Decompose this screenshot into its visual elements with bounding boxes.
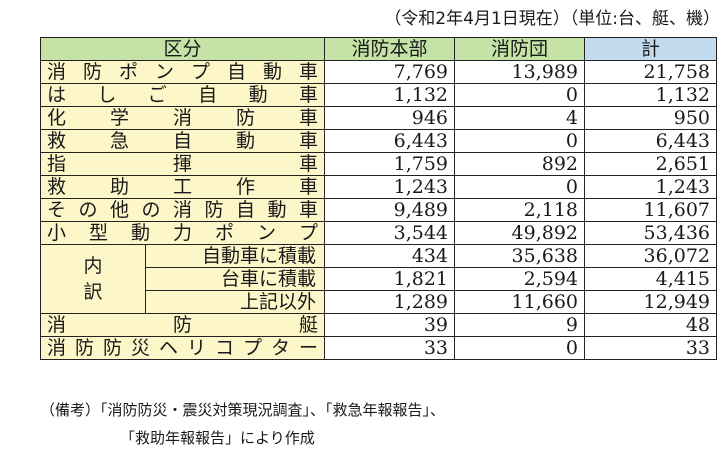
cell-fire-dept: 946 <box>324 106 456 130</box>
row-label-text: その他の消防自動車 <box>47 199 319 221</box>
cell-volunteer-corps: 49,892 <box>454 221 586 245</box>
cell-total: 36,072 <box>584 244 718 268</box>
note-line-1: （備考）「消防防災・震災対策現況調査」、「救急年報報告」、 <box>40 401 446 419</box>
cell-fire-dept: 1,821 <box>324 267 456 291</box>
cell-total: 48 <box>584 313 718 337</box>
cell-total: 21,758 <box>584 60 718 84</box>
cell-total: 4,415 <box>584 267 718 291</box>
cell-volunteer-corps: 0 <box>454 175 586 199</box>
row-label: 救急自動車 <box>39 129 326 153</box>
table-row: 小型動力ポンプ 3,544 49,892 53,436 <box>39 221 718 245</box>
breakdown-row-label: 台車に積載 <box>144 267 326 291</box>
cell-volunteer-corps: 0 <box>454 83 586 107</box>
row-label: その他の消防自動車 <box>39 198 326 222</box>
cell-fire-dept: 1,132 <box>324 83 456 107</box>
cell-fire-dept: 1,243 <box>324 175 456 199</box>
row-label-text: はしご自動車 <box>47 84 318 106</box>
row-label: はしご自動車 <box>39 83 326 107</box>
cell-fire-dept: 1,289 <box>324 290 456 314</box>
table-row-breakdown: 内訳自動車に積載 434 35,638 36,072 <box>40 244 718 314</box>
cell-volunteer-corps: 13,989 <box>454 60 586 84</box>
cell-total: 53,436 <box>584 221 718 245</box>
cell-total: 1,243 <box>584 175 718 199</box>
row-label-text: 指揮車 <box>47 153 319 175</box>
cell-total: 950 <box>584 106 718 130</box>
row-label: 消防艇 <box>39 313 326 337</box>
cell-volunteer-corps: 4 <box>454 106 586 130</box>
header-row: 区分 消防本部 消防団 計 <box>39 37 718 61</box>
breakdown-row-label: 上記以外 <box>144 290 326 314</box>
cell-fire-dept: 39 <box>324 313 456 337</box>
row-label: 救助工作車 <box>39 175 326 199</box>
cell-volunteer-corps: 9 <box>454 313 586 337</box>
header-fire-dept: 消防本部 <box>324 37 456 61</box>
cell-volunteer-corps: 2,594 <box>454 267 586 291</box>
table-row: 指揮車 1,759 892 2,651 <box>39 152 718 176</box>
row-label-text: 消防防災ヘリコプター <box>47 337 319 359</box>
row-label: 消防防災ヘリコプター <box>39 336 326 360</box>
cell-volunteer-corps: 0 <box>454 336 586 360</box>
row-label: 指揮車 <box>39 152 326 176</box>
cell-total: 33 <box>584 336 718 360</box>
cell-total: 2,651 <box>584 152 718 176</box>
cell-fire-dept: 3,544 <box>324 221 456 245</box>
cell-volunteer-corps: 0 <box>454 129 586 153</box>
table-row: 消防艇 39 9 48 <box>39 313 718 337</box>
row-label-text: 消防ポンプ自動車 <box>47 61 319 83</box>
cell-fire-dept: 434 <box>324 244 456 268</box>
cell-fire-dept: 7,769 <box>324 60 456 84</box>
header-total: 計 <box>584 37 718 61</box>
breakdown-row-label: 自動車に積載 <box>144 244 326 268</box>
row-label: 化学消防車 <box>39 106 326 130</box>
breakdown-group-label: 内訳 <box>40 244 146 314</box>
table-row: 化学消防車 946 4 950 <box>39 106 718 130</box>
cell-fire-dept: 1,759 <box>324 152 456 176</box>
table-row: はしご自動車 1,132 0 1,132 <box>39 83 718 107</box>
table-row: 消防防災ヘリコプター 33 0 33 <box>39 336 718 360</box>
row-label: 小型動力ポンプ <box>39 221 326 245</box>
header-category: 区分 <box>39 37 326 61</box>
cell-total: 1,132 <box>584 83 718 107</box>
cell-volunteer-corps: 2,118 <box>454 198 586 222</box>
fire-equipment-table: 区分 消防本部 消防団 計 消防ポンプ自動車 7,769 13,989 21,758 は… <box>39 37 718 360</box>
row-label-text: 救助工作車 <box>47 176 319 198</box>
row-label-text: 小型動力ポンプ <box>47 222 319 244</box>
cell-fire-dept: 33 <box>324 336 456 360</box>
row-label: 消防ポンプ自動車 <box>39 60 326 84</box>
note-line-2: 「救助年報報告」により作成 <box>120 429 315 447</box>
cell-volunteer-corps: 35,638 <box>454 244 586 268</box>
cell-total: 12,949 <box>584 290 718 314</box>
table-row-breakdown: 台車に積載 1,821 2,594 4,415 <box>41 267 718 291</box>
row-label-text: 化学消防車 <box>47 107 319 129</box>
header-volunteer-corps: 消防団 <box>454 37 586 61</box>
row-label-text: 救急自動車 <box>47 130 319 152</box>
cell-total: 11,607 <box>584 198 718 222</box>
cell-volunteer-corps: 11,660 <box>454 290 586 314</box>
row-label-text: 消防艇 <box>47 314 319 336</box>
cell-volunteer-corps: 892 <box>454 152 586 176</box>
cell-fire-dept: 9,489 <box>324 198 456 222</box>
cell-fire-dept: 6,443 <box>324 129 456 153</box>
table-row: その他の消防自動車 9,489 2,118 11,607 <box>39 198 718 222</box>
table-row: 救助工作車 1,243 0 1,243 <box>39 175 718 199</box>
cell-total: 6,443 <box>584 129 718 153</box>
table-row: 救急自動車 6,443 0 6,443 <box>39 129 718 153</box>
table-caption: （令和2年4月1日現在）（単位:台、艇、機） <box>384 9 720 29</box>
table-row: 消防ポンプ自動車 7,769 13,989 21,758 <box>39 60 718 84</box>
